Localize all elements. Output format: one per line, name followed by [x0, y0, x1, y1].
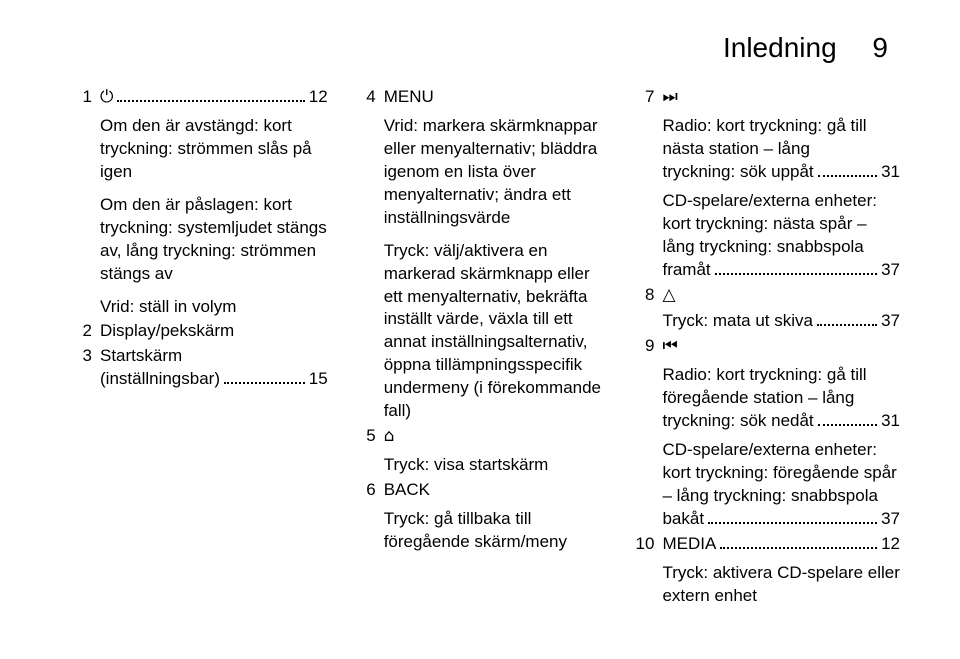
entry-6: 6 BACK Tryck: gå tillbaka till föregåend… — [356, 479, 607, 554]
eject-icon: △ — [662, 284, 900, 307]
column-2: 4 MENU Vrid: markera skärmknappar eller … — [356, 86, 607, 610]
next-track-icon: ⏭ — [662, 86, 900, 109]
dots — [117, 88, 304, 102]
entry-label: MENU — [384, 86, 607, 109]
page-ref: 15 — [309, 368, 328, 391]
prev-track-icon: ⏮ — [662, 335, 900, 358]
entry-body: ⌂ Tryck: visa startskärm — [384, 425, 607, 477]
page-ref: 31 — [881, 161, 900, 184]
page-ref: 37 — [881, 310, 900, 333]
entry-text: Vrid: markera skärmknappar eller menyalt… — [384, 115, 607, 230]
entry-text: Tryck: mata ut skiva — [662, 310, 813, 333]
columns: 1 ⏻ 12 Om den är avstängd: kort trycknin… — [72, 86, 900, 610]
entry-text: Vrid: ställ in volym — [100, 296, 328, 319]
entry-2: 2 Display/pekskärm — [72, 320, 328, 343]
column-3: 7 ⏭ Radio: kort tryckning: gå till nästa… — [634, 86, 900, 610]
entry-body: ⏭ Radio: kort tryckning: gå till nästa s… — [662, 86, 900, 282]
entry-3: 3 Startskärm (inställningsbar) 15 — [72, 345, 328, 391]
entry-number: 8 — [634, 284, 662, 334]
entry-7: 7 ⏭ Radio: kort tryckning: gå till nästa… — [634, 86, 900, 282]
entry-8: 8 △ Tryck: mata ut skiva 37 — [634, 284, 900, 334]
entry-label: (inställningsbar) — [100, 368, 220, 391]
page-ref: 37 — [881, 259, 900, 282]
entry-number: 5 — [356, 425, 384, 477]
entry-text: CD-spelare/externa enheter: kort tryckni… — [662, 190, 900, 259]
entry-5: 5 ⌂ Tryck: visa startskärm — [356, 425, 607, 477]
entry-text: Radio: kort tryckning: gå till föregåend… — [662, 364, 900, 410]
entry-text: Om den är avstängd: kort tryckning: strö… — [100, 115, 328, 184]
dots — [817, 313, 877, 327]
page-number: 9 — [872, 32, 888, 63]
page-header: Inledning 9 — [723, 32, 888, 64]
entry-text: bakåt — [662, 508, 704, 531]
entry-4: 4 MENU Vrid: markera skärmknappar eller … — [356, 86, 607, 423]
entry-number: 7 — [634, 86, 662, 282]
power-icon: ⏻ — [100, 86, 113, 109]
page-ref: 37 — [881, 508, 900, 531]
entry-text: Om den är påslagen: kort tryckning: syst… — [100, 194, 328, 286]
entry-text: tryckning: sök uppåt — [662, 161, 813, 184]
entry-body: △ Tryck: mata ut skiva 37 — [662, 284, 900, 334]
entry-body: ⏻ 12 Om den är avstängd: kort tryckning:… — [100, 86, 328, 318]
page-ref: 31 — [881, 410, 900, 433]
dots — [818, 163, 877, 177]
dots — [818, 412, 877, 426]
entry-body: MEDIA 12 Tryck: aktivera CD-spelare elle… — [662, 533, 900, 608]
entry-label: BACK — [384, 479, 607, 502]
entry-text: Tryck: aktivera CD-spelare eller extern … — [662, 562, 900, 608]
entry-body: BACK Tryck: gå tillbaka till föregående … — [384, 479, 607, 554]
home-icon: ⌂ — [384, 425, 607, 448]
entry-number: 4 — [356, 86, 384, 423]
entry-body: Display/pekskärm — [100, 320, 328, 343]
entry-number: 9 — [634, 335, 662, 531]
entry-body: Startskärm (inställningsbar) 15 — [100, 345, 328, 391]
entry-text: framåt — [662, 259, 710, 282]
entry-number: 10 — [634, 533, 662, 608]
entry-number: 2 — [72, 320, 100, 343]
column-1: 1 ⏻ 12 Om den är avstängd: kort trycknin… — [72, 86, 328, 610]
entry-text: Tryck: välj/aktivera en markerad skärmkn… — [384, 240, 607, 424]
entry-number: 3 — [72, 345, 100, 391]
entry-number: 1 — [72, 86, 100, 318]
entry-text: tryckning: sök nedåt — [662, 410, 813, 433]
entry-1: 1 ⏻ 12 Om den är avstängd: kort trycknin… — [72, 86, 328, 318]
entry-label: Display/pekskärm — [100, 321, 234, 340]
page-ref: 12 — [309, 86, 328, 109]
section-title: Inledning — [723, 32, 837, 63]
entry-body: MENU Vrid: markera skärmknappar eller me… — [384, 86, 607, 423]
page: Inledning 9 1 ⏻ 12 Om den är avstängd: k… — [0, 0, 960, 659]
dots — [708, 510, 877, 524]
entry-text: Tryck: gå tillbaka till föregående skärm… — [384, 508, 607, 554]
dots — [715, 261, 877, 275]
page-ref: 12 — [881, 533, 900, 556]
entry-label: MEDIA — [662, 533, 716, 556]
dots — [224, 370, 305, 384]
entry-text: Tryck: visa startskärm — [384, 454, 607, 477]
entry-9: 9 ⏮ Radio: kort tryckning: gå till föreg… — [634, 335, 900, 531]
entry-text: CD-spelare/externa enheter: kort tryckni… — [662, 439, 900, 508]
dots — [720, 535, 877, 549]
entry-10: 10 MEDIA 12 Tryck: aktivera CD-spelare e… — [634, 533, 900, 608]
entry-text: Radio: kort tryckning: gå till nästa sta… — [662, 115, 900, 161]
entry-number: 6 — [356, 479, 384, 554]
entry-body: ⏮ Radio: kort tryckning: gå till föregåe… — [662, 335, 900, 531]
